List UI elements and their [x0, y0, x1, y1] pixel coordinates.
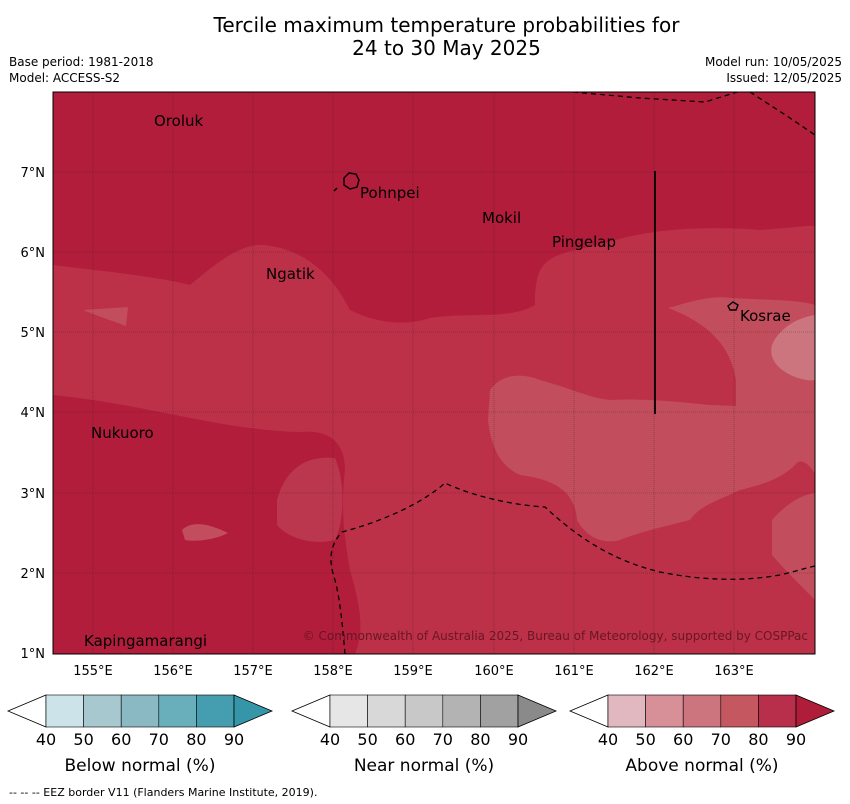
colorbar-tick-label: 80 [186, 730, 207, 749]
field-above-70 [488, 297, 815, 542]
colorbar-tick-label: 60 [673, 730, 694, 749]
lat-tick-3: 3°N [21, 487, 46, 502]
colorbar-extend-high [233, 694, 274, 728]
field-above-70-left [277, 457, 343, 542]
colorbar-extend-high [517, 694, 558, 728]
field-above-80 [53, 225, 815, 654]
meta-left: Base period: 1981-2018 Model: ACCESS-S2 [9, 54, 154, 86]
lat-tick-5: 5°N [21, 326, 46, 341]
chart-title: Tercile maximum temperature probabilitie… [0, 14, 850, 60]
lon-tick-155: 155°E [73, 664, 113, 679]
colorbar-tick-label: 50 [73, 730, 94, 749]
place-pohnpei: Pohnpei [360, 184, 420, 202]
colorbars [6, 694, 836, 728]
place-pingelap: Pingelap [552, 233, 616, 251]
lon-tick-157: 157°E [233, 664, 273, 679]
colorbar-title: Near normal (%) [353, 756, 495, 776]
lat-tick-2: 2°N [21, 567, 46, 582]
lat-tick-7: 7°N [21, 166, 46, 181]
place-mokil: Mokil [482, 209, 521, 227]
lat-tick-4: 4°N [21, 406, 46, 421]
field-above-70-south [772, 493, 815, 600]
title-line-1: Tercile maximum temperature probabilitie… [213, 13, 680, 37]
place-kosrae: Kosrae [740, 307, 791, 325]
field-above-70-spot [182, 524, 228, 541]
place-oroluk: Oroluk [154, 112, 203, 130]
place-kapingamarangi: Kapingamarangi [84, 632, 207, 650]
colorbar-tick-label: 40 [319, 730, 341, 749]
colorbar-segment [83, 694, 122, 728]
copyright-text: © Commonwealth of Australia 2025, Bureau… [303, 629, 808, 643]
probability-field [53, 92, 815, 654]
colorbar-tick-label: 60 [111, 730, 132, 749]
lon-tick-158: 158°E [313, 664, 353, 679]
gridlines [53, 92, 815, 654]
lon-tick-160: 160°E [474, 664, 514, 679]
colorbar-segment [120, 694, 160, 728]
place-labels: Oroluk Pohnpei Mokil Pingelap Ngatik Kos… [84, 112, 791, 650]
colorbar-title: Below normal (%) [64, 756, 216, 776]
colorbar-segment [196, 694, 235, 728]
place-nukuoro: Nukuoro [91, 424, 154, 442]
islands [333, 172, 739, 311]
lon-axis: 155°E 156°E 157°E 158°E 159°E 160°E 161°… [73, 664, 754, 679]
lat-tick-6: 6°N [21, 246, 46, 261]
colorbar-tick-label: 70 [710, 730, 731, 749]
model-run: Model run: 10/05/2025 [704, 55, 842, 69]
colorbar-segment [607, 694, 646, 728]
colorbar-tick-label: 50 [635, 730, 656, 749]
lat-tick-1: 1°N [21, 647, 46, 662]
colorbar-title: Above normal (%) [625, 756, 779, 776]
colorbar-extend-low [6, 694, 47, 728]
title-line-2: 24 to 30 May 2025 [352, 36, 541, 60]
colorbar-tick-label: 40 [35, 730, 57, 749]
colorbar-tick-label: 70 [432, 730, 453, 749]
colorbar-segment [329, 694, 368, 728]
colorbar-tick-label: 90 [785, 730, 807, 749]
colorbar-segment [480, 694, 519, 728]
meta-right: Model run: 10/05/2025 Issued: 12/05/2025 [705, 54, 842, 86]
colorbar-segment [442, 694, 481, 728]
colorbar-segment [158, 694, 197, 728]
lon-tick-159: 159°E [393, 664, 433, 679]
field-above-60 [771, 315, 815, 381]
colorbar-extend-low [568, 694, 609, 728]
colorbar-tick-label: 90 [223, 730, 245, 749]
place-ngatik: Ngatik [266, 265, 315, 283]
colorbar-tick-label: 80 [748, 730, 769, 749]
lon-tick-156: 156°E [153, 664, 193, 679]
pohnpei-island-icon [343, 172, 360, 190]
eez-footnote: -- -- -- EEZ border V11 (Flanders Marine… [9, 786, 318, 799]
colorbar-tick-label: 50 [357, 730, 378, 749]
colorbar-extend-high [795, 694, 836, 728]
colorbar-segment [404, 694, 444, 728]
eez-border [330, 92, 815, 654]
colorbar-tick-label: 40 [597, 730, 619, 749]
base-period: Base period: 1981-2018 [9, 55, 154, 69]
lat-axis: 7°N 6°N 5°N 4°N 3°N 2°N 1°N [21, 166, 46, 662]
colorbar-segment [720, 694, 759, 728]
lon-tick-161: 161°E [554, 664, 594, 679]
colorbar-tick-label: 90 [507, 730, 529, 749]
colorbar-segment [758, 694, 797, 728]
colorbar-segment [645, 694, 684, 728]
kosrae-island-icon [727, 301, 739, 311]
field-above-70-west [83, 307, 128, 326]
lon-tick-163: 163°E [714, 664, 754, 679]
lon-tick-162: 162°E [634, 664, 674, 679]
colorbar-tick-label: 60 [395, 730, 416, 749]
colorbar-tick-label: 80 [470, 730, 491, 749]
colorbar-segment [367, 694, 406, 728]
colorbar-segment [682, 694, 722, 728]
issued-date: Issued: 12/05/2025 [726, 71, 842, 85]
map-frame [52, 91, 816, 655]
colorbar-segment [45, 694, 84, 728]
colorbar-extend-low [290, 694, 331, 728]
model-name: Model: ACCESS-S2 [9, 71, 121, 85]
colorbar-tick-label: 70 [148, 730, 169, 749]
